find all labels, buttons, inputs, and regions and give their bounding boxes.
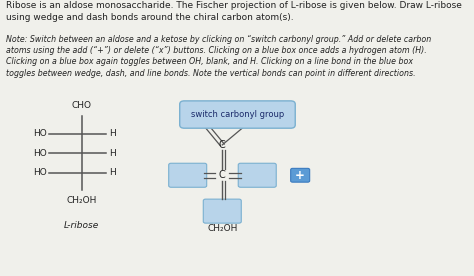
FancyBboxPatch shape xyxy=(203,199,241,223)
Text: H: H xyxy=(109,129,116,138)
Text: Ribose is an aldose monosaccharide. The Fischer projection of L-ribose is given : Ribose is an aldose monosaccharide. The … xyxy=(6,1,462,22)
Text: O: O xyxy=(199,113,206,123)
Text: HO: HO xyxy=(33,149,47,158)
FancyBboxPatch shape xyxy=(180,101,295,128)
Text: CHO: CHO xyxy=(72,101,91,110)
Text: C: C xyxy=(219,170,226,180)
Text: Note: Switch between an aldose and a ketose by clicking on “switch carbonyl grou: Note: Switch between an aldose and a ket… xyxy=(6,34,431,78)
FancyBboxPatch shape xyxy=(169,163,207,187)
Text: CH₂OH: CH₂OH xyxy=(66,196,97,205)
Text: CH₂OH: CH₂OH xyxy=(207,224,237,233)
FancyBboxPatch shape xyxy=(291,168,310,182)
Text: H: H xyxy=(109,149,116,158)
Text: HO: HO xyxy=(33,129,47,138)
Text: +: + xyxy=(295,169,305,182)
Text: HO: HO xyxy=(33,168,47,177)
FancyBboxPatch shape xyxy=(238,163,276,187)
Text: C: C xyxy=(219,140,226,150)
Text: H: H xyxy=(247,113,254,123)
Text: L-ribose: L-ribose xyxy=(64,221,100,230)
Text: switch carbonyl group: switch carbonyl group xyxy=(191,110,284,119)
Text: H: H xyxy=(109,168,116,177)
